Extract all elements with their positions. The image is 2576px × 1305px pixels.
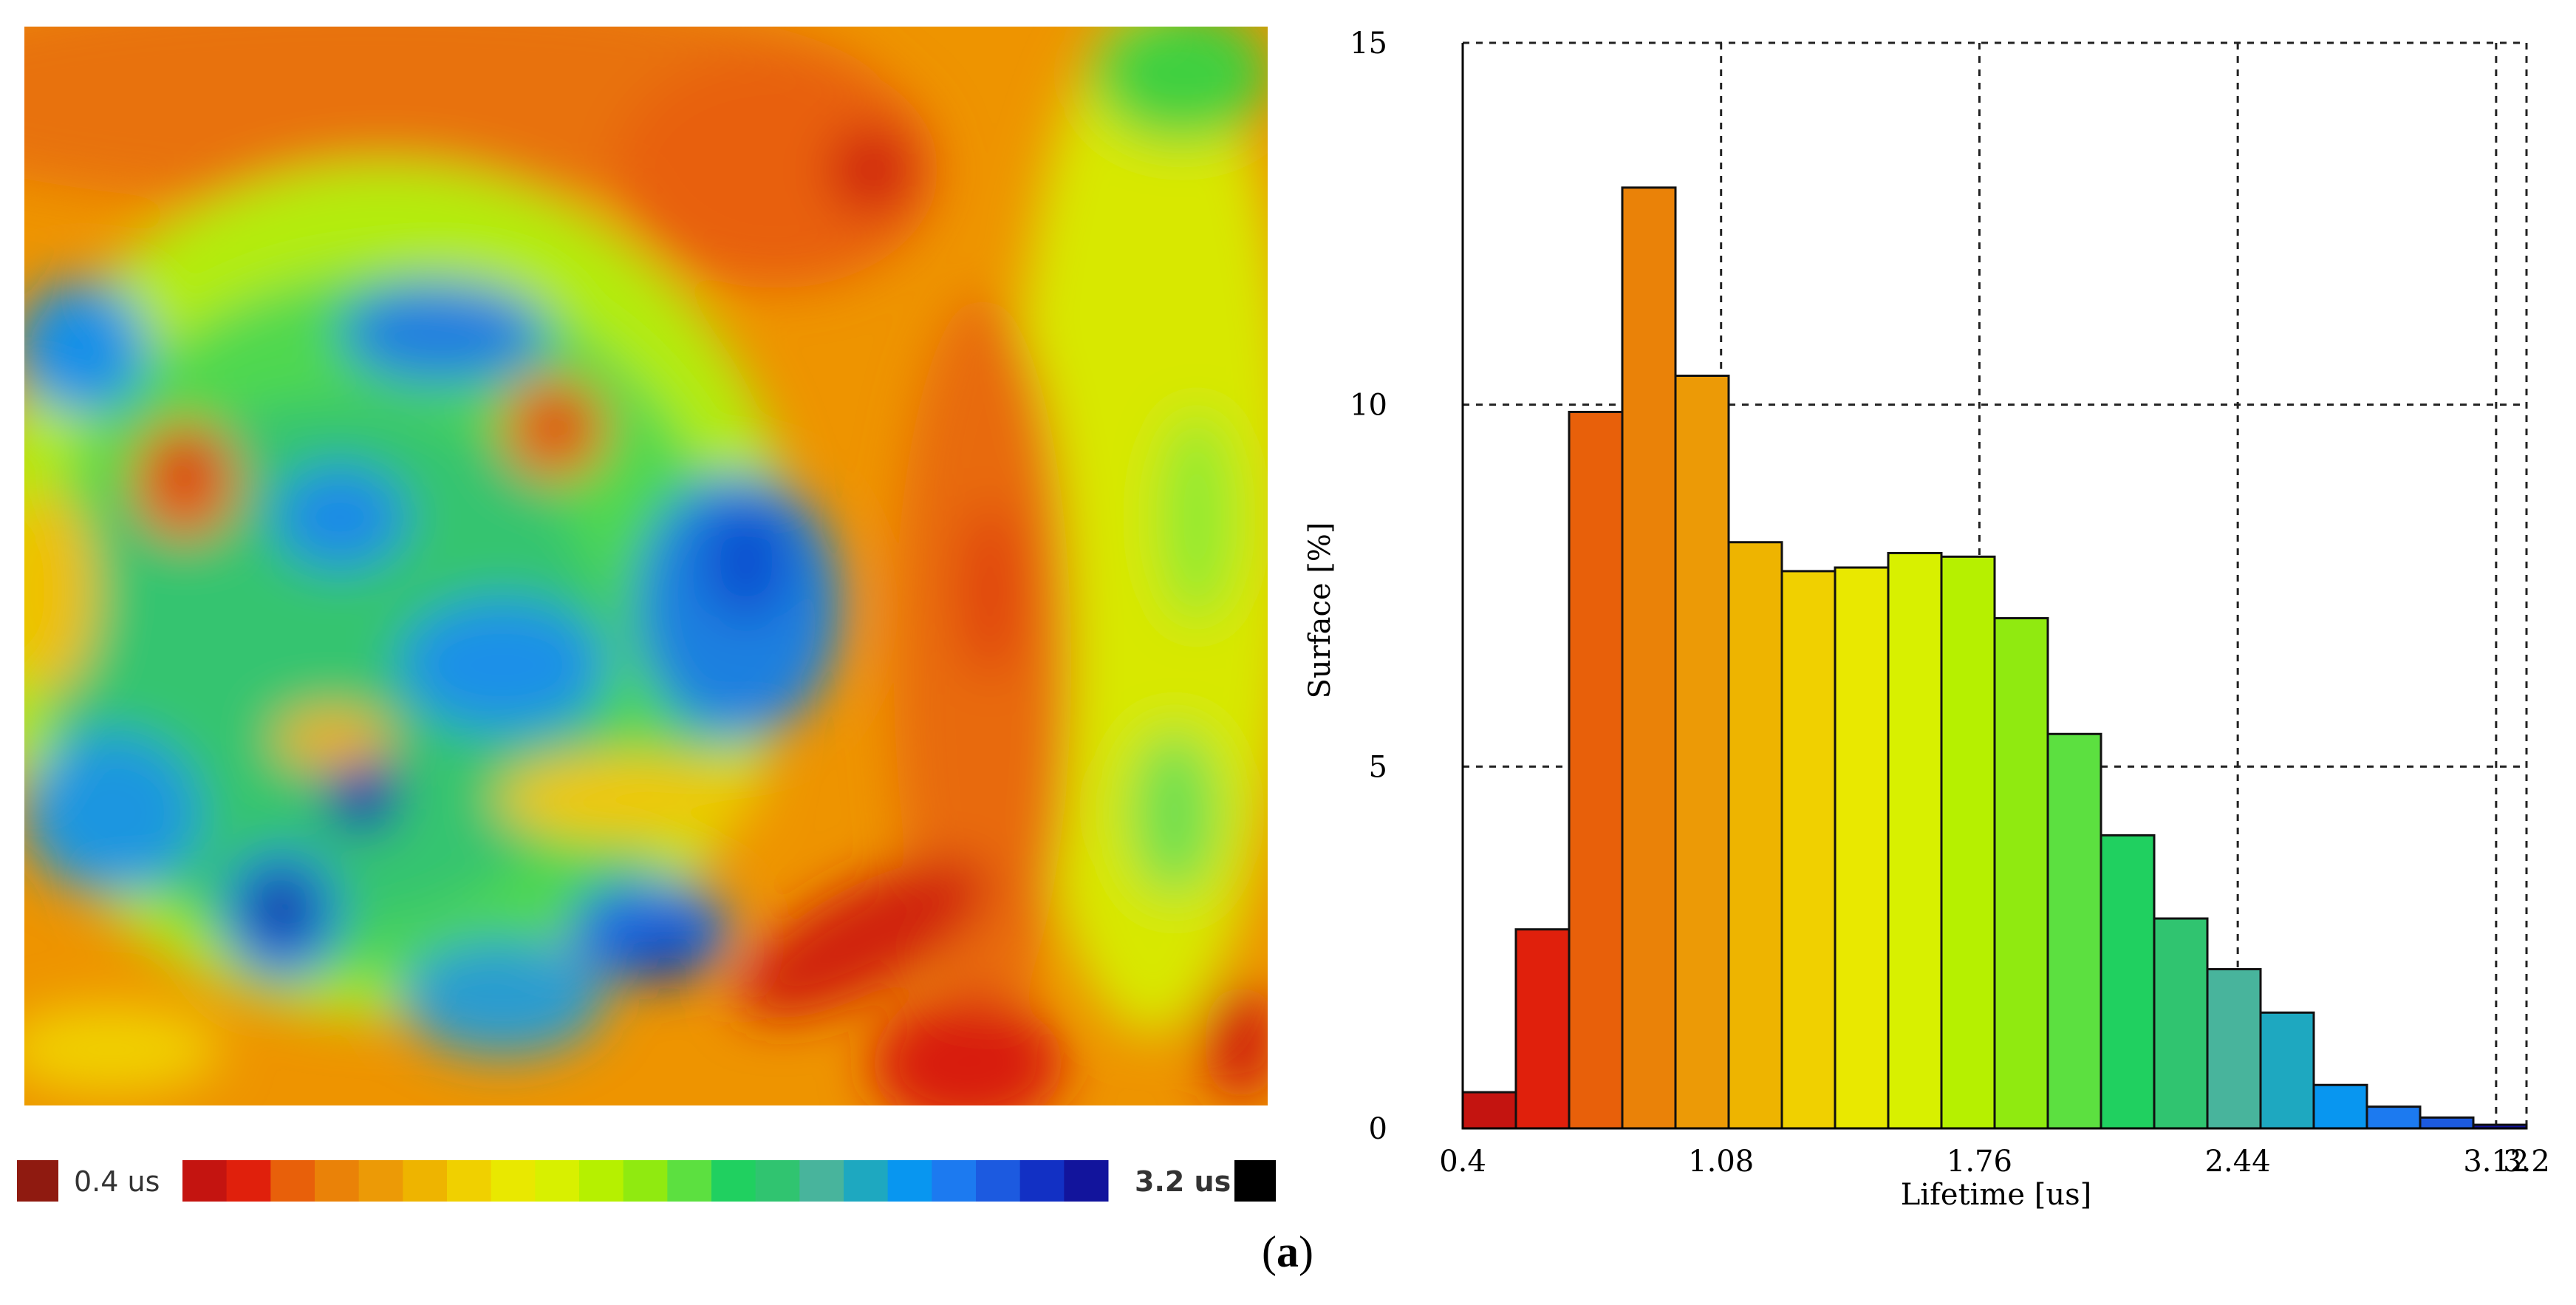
histogram-bar (1727, 541, 1783, 1130)
color-scale-cell (579, 1160, 624, 1202)
histogram-bar (1514, 928, 1571, 1130)
color-scale-cell (755, 1160, 800, 1202)
y-tick-label: 10 (1350, 389, 1387, 423)
color-scale-cell (1064, 1160, 1109, 1202)
histogram-bar (2046, 732, 2102, 1130)
histogram-bar (2312, 1083, 2368, 1130)
histogram-bar (2100, 834, 2156, 1130)
min-color-swatch (17, 1160, 58, 1202)
color-scale-cell (491, 1160, 536, 1202)
max-color-swatch (1234, 1160, 1276, 1202)
color-scale-cell (270, 1160, 315, 1202)
y-tick-label: 0 (1369, 1112, 1387, 1146)
y-tick-label: 5 (1369, 750, 1387, 784)
lifetime-map (24, 27, 1268, 1105)
color-scale-cell (844, 1160, 889, 1202)
histogram-tick-labels: 0.4 1.08 1.76 2.44 3.123.2 0 5 10 15 (1350, 27, 2550, 1179)
histogram-bar (1887, 551, 1943, 1130)
color-scale-bar (182, 1160, 1109, 1202)
histogram-bar (1461, 1091, 1517, 1130)
color-scale-cell (799, 1160, 844, 1202)
histogram-bar (1780, 570, 1837, 1130)
color-scale-cell (887, 1160, 932, 1202)
color-scale-cell (403, 1160, 448, 1202)
histogram-bars (1461, 186, 2528, 1130)
color-scale-cell (226, 1160, 271, 1202)
color-scale-cell (182, 1160, 228, 1202)
x-axis-label: Lifetime [us] (1901, 1178, 2092, 1212)
x-tick-label: 3.2 (2503, 1145, 2550, 1179)
histogram-bar (1993, 617, 2049, 1130)
color-scale-cell (932, 1160, 977, 1202)
color-scale-cell (447, 1160, 492, 1202)
max-scale-label: 3.2 us (1135, 1165, 1231, 1198)
x-tick-label: 0.4 (1439, 1145, 1486, 1179)
histogram-bar (2153, 917, 2209, 1130)
histogram-bar (2365, 1105, 2422, 1130)
histogram-bar (2259, 1011, 2315, 1130)
color-scale-cell (711, 1160, 756, 1202)
x-tick-label: 1.76 (1947, 1145, 2012, 1179)
histogram-bar (2419, 1116, 2475, 1130)
x-tick-label: 3.12 (2463, 1145, 2529, 1179)
figure-caption: (a) (1262, 1227, 1313, 1276)
histogram-bar (1568, 410, 1624, 1130)
color-scale-cell (623, 1160, 668, 1202)
color-scale-legend: 0.4 us 3.2 us (17, 1160, 1276, 1202)
y-tick-label: 15 (1350, 27, 1387, 61)
min-scale-label: 0.4 us (74, 1165, 160, 1198)
histogram-bar (2206, 968, 2262, 1130)
x-tick-label: 1.08 (1688, 1145, 1754, 1179)
histogram-bar (1674, 374, 1730, 1130)
histogram-bar (1621, 186, 1677, 1130)
histogram-axes (1461, 43, 2527, 1130)
color-scale-cell (315, 1160, 360, 1202)
histogram-bar (1940, 555, 1996, 1130)
color-scale-cell (667, 1160, 712, 1202)
color-scale-cell (358, 1160, 403, 1202)
x-tick-label: 2.44 (2205, 1145, 2271, 1179)
color-scale-cell (1019, 1160, 1065, 1202)
color-scale-cell (976, 1160, 1021, 1202)
histogram-bar (1834, 566, 1890, 1130)
y-axis-label: Surface [%] (1303, 522, 1337, 699)
color-scale-cell (535, 1160, 580, 1202)
